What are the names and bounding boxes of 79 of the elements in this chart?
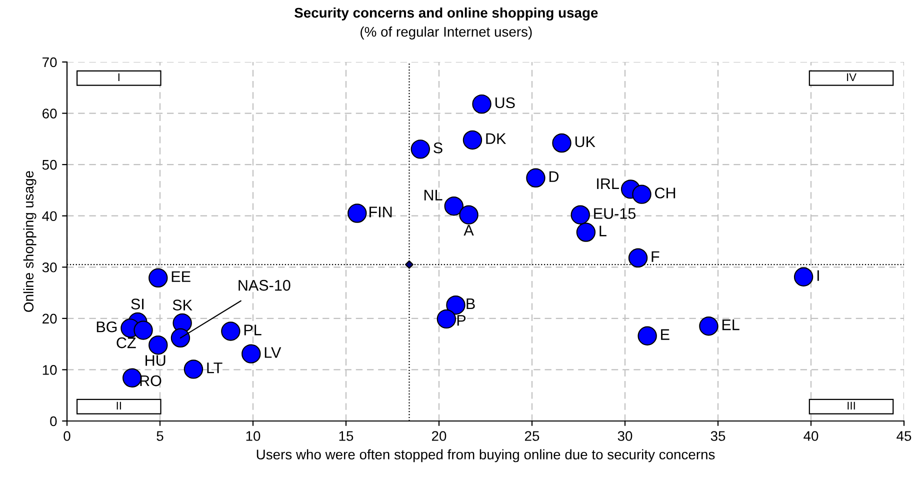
data-label: EL <box>722 320 740 330</box>
point <box>221 322 240 341</box>
data-label: IRL <box>597 178 619 189</box>
y-tick-label: 20 <box>42 314 57 324</box>
y-axis-title: Online shopping usage <box>23 171 36 312</box>
data-label: LT <box>207 362 222 374</box>
point <box>638 326 657 346</box>
point <box>348 204 367 223</box>
data-label: NAS-10 <box>238 280 290 291</box>
point <box>148 335 168 355</box>
data-label: CH <box>655 188 676 198</box>
point <box>446 295 466 315</box>
x-tick-label: 15 <box>339 431 354 441</box>
point <box>699 316 718 336</box>
annotation: III <box>848 402 855 410</box>
y-tick-label: 70 <box>42 57 57 68</box>
data-label: DK <box>486 133 506 144</box>
x-tick-label: 35 <box>710 431 726 441</box>
point <box>526 168 546 188</box>
x-tick-label: 20 <box>432 431 446 441</box>
y-tick-label: 40 <box>42 211 57 222</box>
x-tick-label: 5 <box>156 431 164 441</box>
data-label: US <box>495 97 515 108</box>
point <box>148 268 168 288</box>
data-label: EU-15 <box>594 208 636 219</box>
data-label: FIN <box>370 206 392 218</box>
point <box>405 260 414 269</box>
y-tick-label: 0 <box>50 416 57 426</box>
data-label: B <box>466 298 475 310</box>
data-label: D <box>549 171 559 182</box>
data-label: SK <box>172 300 192 310</box>
chart-subtitle: (% of regular Internet users) <box>360 26 532 40</box>
y-tick-label: 50 <box>42 160 57 170</box>
point <box>436 309 456 329</box>
point <box>122 368 142 388</box>
x-tick-label: 25 <box>524 431 540 441</box>
point <box>184 360 204 379</box>
x-tick-label: 0 <box>64 431 70 441</box>
data-label: F <box>652 251 660 262</box>
data-label: L <box>600 226 606 236</box>
data-label: S <box>434 142 442 154</box>
data-label: UK <box>575 136 596 148</box>
data-label: CZ <box>116 337 136 348</box>
point <box>170 328 190 348</box>
point <box>794 267 814 286</box>
data-label: PL <box>244 324 262 336</box>
data-label: HU <box>146 355 166 366</box>
y-tick-label: 10 <box>42 365 57 375</box>
data-label: LV <box>264 347 282 358</box>
point <box>552 133 572 153</box>
point <box>472 94 492 114</box>
annotation: IV <box>847 73 856 82</box>
x-tick-label: 30 <box>618 431 632 441</box>
x-tick-label: 45 <box>896 431 912 441</box>
data-label: EE <box>172 271 190 282</box>
point <box>576 222 596 242</box>
data-label: I <box>817 270 819 281</box>
data-label: NL <box>424 190 442 200</box>
point <box>632 184 652 204</box>
chart-title: Security concerns and online shopping usage <box>294 7 598 21</box>
point <box>459 205 478 224</box>
data-label: P <box>457 315 466 326</box>
data-label: E <box>661 329 670 340</box>
y-tick-label: 30 <box>42 262 57 272</box>
point <box>628 248 648 268</box>
point <box>410 140 430 159</box>
data-label: BG <box>96 321 117 332</box>
data-label: A <box>464 224 474 236</box>
x-axis-title: Users who were often stopped from buying online due to security concerns <box>256 449 715 462</box>
annotation: II <box>116 402 121 410</box>
point <box>242 344 261 364</box>
data-label: SI <box>131 298 144 310</box>
x-tick-label: 40 <box>804 431 818 441</box>
x-tick-label: 10 <box>246 431 260 441</box>
point <box>462 130 482 150</box>
annotation: I <box>118 73 120 82</box>
point <box>570 205 590 224</box>
y-tick-label: 60 <box>42 108 57 118</box>
point <box>444 196 464 216</box>
